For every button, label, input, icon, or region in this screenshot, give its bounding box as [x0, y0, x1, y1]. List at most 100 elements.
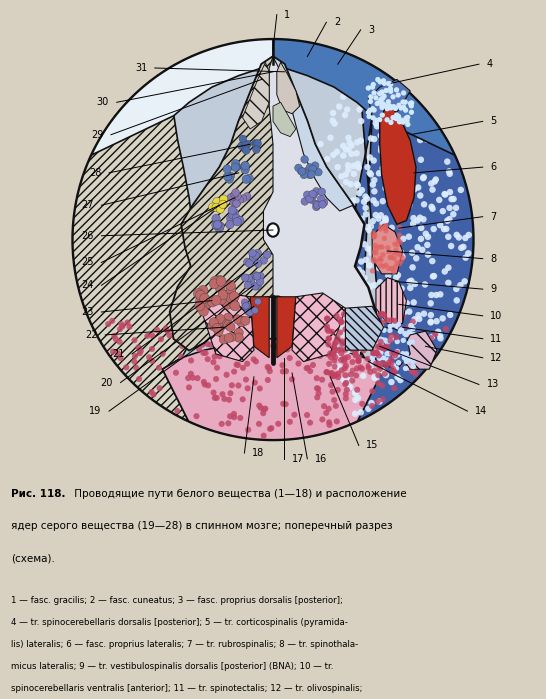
Circle shape: [233, 217, 241, 226]
Circle shape: [337, 320, 343, 326]
Circle shape: [229, 382, 235, 389]
Circle shape: [343, 363, 349, 369]
Circle shape: [373, 246, 379, 252]
Circle shape: [244, 140, 252, 148]
Polygon shape: [273, 102, 296, 136]
Circle shape: [216, 222, 224, 231]
Circle shape: [252, 380, 258, 386]
Circle shape: [391, 250, 396, 256]
Circle shape: [256, 278, 264, 285]
Circle shape: [393, 274, 400, 281]
Circle shape: [242, 303, 248, 310]
Circle shape: [363, 329, 370, 335]
Circle shape: [390, 172, 396, 178]
Circle shape: [326, 336, 332, 342]
Circle shape: [207, 297, 217, 307]
Circle shape: [454, 297, 460, 303]
Text: 18: 18: [252, 448, 264, 458]
Circle shape: [215, 342, 221, 347]
Circle shape: [385, 272, 391, 279]
Circle shape: [380, 141, 387, 148]
Polygon shape: [170, 57, 273, 350]
Circle shape: [333, 315, 340, 321]
Circle shape: [343, 391, 349, 397]
Circle shape: [357, 345, 363, 352]
Circle shape: [377, 79, 383, 85]
Circle shape: [376, 352, 382, 359]
Circle shape: [388, 106, 394, 110]
Circle shape: [367, 324, 373, 331]
Circle shape: [366, 365, 372, 371]
Circle shape: [402, 124, 409, 131]
Circle shape: [356, 354, 362, 361]
Circle shape: [384, 117, 390, 122]
Circle shape: [434, 318, 440, 324]
Circle shape: [422, 338, 428, 345]
Circle shape: [382, 217, 389, 224]
Circle shape: [421, 359, 428, 366]
Circle shape: [423, 340, 429, 346]
Circle shape: [345, 339, 351, 345]
Circle shape: [351, 284, 357, 291]
Circle shape: [379, 338, 385, 344]
Circle shape: [352, 247, 359, 254]
Circle shape: [241, 145, 249, 153]
Circle shape: [445, 280, 452, 286]
Circle shape: [133, 365, 139, 371]
Circle shape: [375, 99, 381, 106]
Circle shape: [253, 140, 260, 148]
Circle shape: [387, 103, 392, 108]
Circle shape: [397, 232, 402, 238]
Circle shape: [120, 323, 126, 329]
Circle shape: [212, 221, 220, 229]
Circle shape: [265, 364, 271, 370]
Circle shape: [331, 120, 338, 127]
Circle shape: [353, 253, 359, 259]
Circle shape: [399, 293, 405, 299]
Circle shape: [307, 171, 315, 178]
Circle shape: [346, 277, 353, 283]
Circle shape: [343, 396, 349, 401]
Circle shape: [409, 368, 415, 375]
Circle shape: [413, 255, 419, 261]
Circle shape: [367, 313, 373, 319]
Circle shape: [280, 368, 286, 375]
Circle shape: [396, 114, 401, 119]
Circle shape: [374, 317, 380, 324]
Circle shape: [409, 350, 416, 356]
Circle shape: [353, 197, 360, 203]
Circle shape: [277, 341, 283, 347]
Circle shape: [420, 175, 426, 181]
Circle shape: [360, 329, 367, 336]
Circle shape: [295, 164, 302, 172]
Circle shape: [377, 91, 382, 96]
Circle shape: [326, 405, 332, 412]
Circle shape: [197, 340, 203, 347]
Circle shape: [424, 136, 430, 143]
Circle shape: [418, 224, 424, 231]
Circle shape: [392, 241, 397, 247]
Circle shape: [118, 321, 124, 327]
Circle shape: [378, 257, 384, 263]
Circle shape: [195, 296, 205, 305]
Circle shape: [188, 370, 194, 377]
Circle shape: [215, 275, 225, 285]
Circle shape: [412, 281, 418, 287]
Circle shape: [316, 167, 323, 173]
Circle shape: [405, 115, 411, 120]
Circle shape: [172, 334, 178, 340]
Circle shape: [222, 319, 232, 329]
Circle shape: [415, 185, 422, 191]
Circle shape: [344, 387, 350, 393]
Circle shape: [371, 108, 377, 113]
Circle shape: [345, 166, 352, 173]
Circle shape: [226, 397, 232, 403]
Circle shape: [341, 309, 347, 315]
Circle shape: [326, 419, 332, 426]
Circle shape: [132, 353, 138, 359]
Circle shape: [381, 312, 387, 318]
Circle shape: [465, 250, 472, 257]
Circle shape: [388, 120, 394, 125]
Circle shape: [210, 359, 216, 366]
Circle shape: [360, 329, 366, 336]
